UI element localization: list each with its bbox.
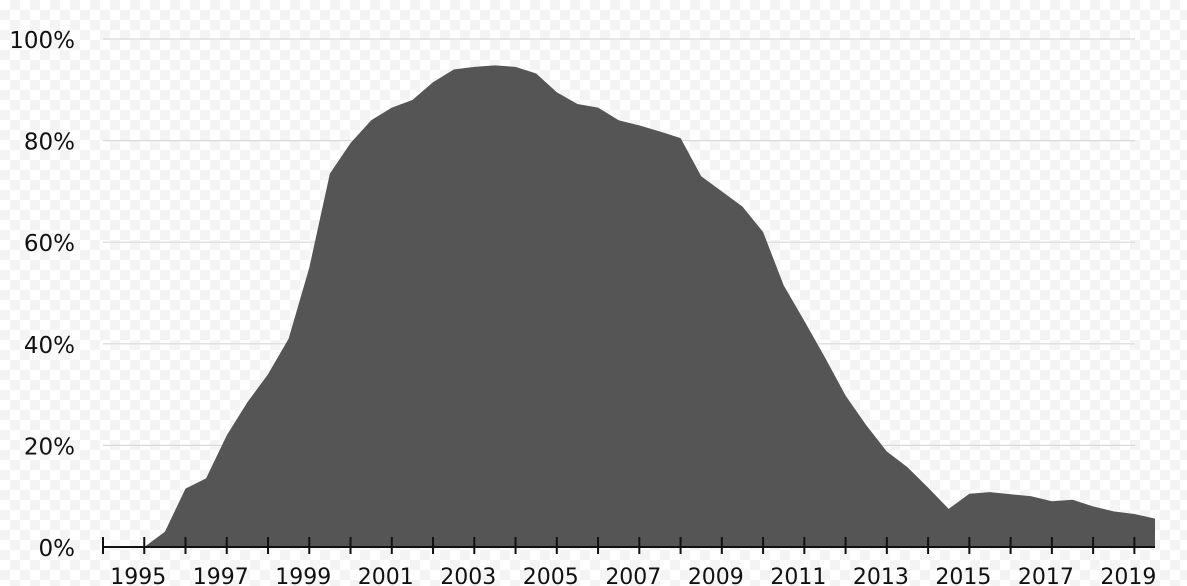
y-tick-label: 40% xyxy=(24,333,75,359)
x-tick-label: 2017 xyxy=(1018,565,1074,586)
x-tick-label: 2003 xyxy=(440,565,496,586)
x-axis-tick-labels: 1995 1997 1999 2001 2003 2005 2007 2009 2011 2013… xyxy=(110,565,1156,586)
y-tick-label: 80% xyxy=(24,130,75,156)
y-tick-label: 20% xyxy=(24,434,75,460)
area-series xyxy=(144,65,1156,548)
x-tick-label: 2001 xyxy=(358,565,414,586)
area-fill xyxy=(144,65,1156,548)
y-tick-label: 60% xyxy=(24,231,75,257)
x-tick-label: 2019 xyxy=(1100,565,1156,586)
y-tick-label: 100% xyxy=(9,28,75,54)
x-axis xyxy=(102,537,1155,554)
x-tick-label: 1997 xyxy=(193,565,249,586)
y-axis-tick-labels: 0% 20% 40% 60% 80% 100% xyxy=(9,28,75,562)
x-tick-label: 1999 xyxy=(275,565,331,586)
x-tick-label: 2013 xyxy=(853,565,909,586)
x-tick-label: 2011 xyxy=(770,565,826,586)
x-tick-label: 1995 xyxy=(110,565,166,586)
y-tick-label: 0% xyxy=(39,536,76,562)
x-tick-label: 2007 xyxy=(605,565,661,586)
x-tick-label: 2009 xyxy=(688,565,744,586)
x-tick-label: 2015 xyxy=(935,565,991,586)
x-tick-label: 2005 xyxy=(523,565,579,586)
